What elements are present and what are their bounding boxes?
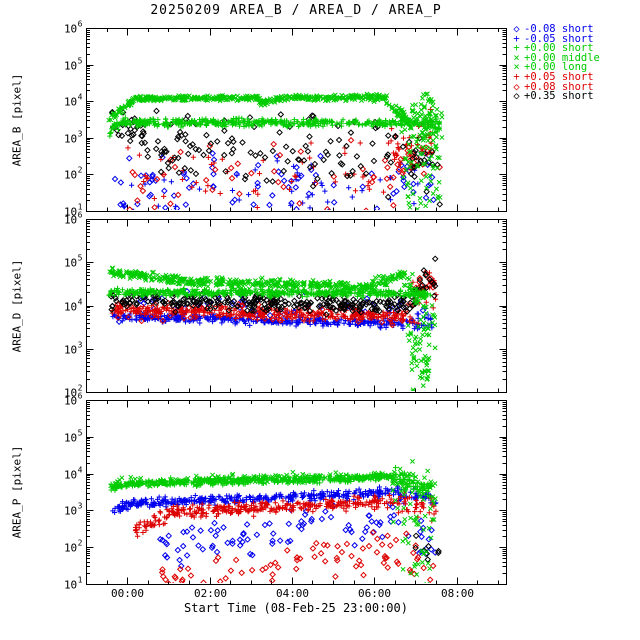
legend-entry: × +0.00 long: [510, 61, 600, 74]
plus-icon: +: [513, 42, 520, 55]
legend-entry: + +0.05 short: [510, 70, 600, 83]
legend-label: -0.08 short: [524, 23, 594, 35]
legend-label: +0.35 short: [524, 90, 594, 103]
diamond-icon: ◇: [513, 80, 520, 93]
legend-label: +0.00 middle: [524, 51, 600, 64]
legend-entry: + -0.05 short: [510, 32, 600, 45]
x-axis-label: Start Time (08-Feb-25 23:00:00): [184, 601, 408, 615]
y-axis-label-area-d: AREA_D [pixel]: [10, 259, 24, 353]
chart-title: 20250209 AREA_B / AREA_D / AREA_P: [150, 3, 442, 18]
plus-icon: +: [513, 70, 520, 83]
legend: ◇ -0.08 short + -0.05 short + +0.00 short × +0.…: [510, 23, 600, 103]
legend-label: +0.00 long: [524, 61, 588, 74]
diamond-icon: ◇: [513, 23, 520, 35]
legend-label: -0.05 short: [524, 32, 594, 45]
legend-entry: ◇ +0.35 short: [510, 90, 600, 103]
plus-icon: +: [513, 32, 520, 45]
y-axis-label-area-b: AREA_B [pixel]: [10, 73, 24, 167]
legend-entry: + +0.00 short: [510, 42, 600, 55]
y-axis-label-area-p: AREA_P [pixel]: [10, 445, 24, 539]
legend-label: +0.00 short: [524, 42, 594, 55]
legend-entry: × +0.00 middle: [510, 51, 600, 64]
legend-label: +0.08 short: [524, 80, 594, 93]
legend-entry: ◇ +0.08 short: [510, 80, 600, 93]
legend-label: +0.05 short: [524, 70, 594, 83]
cross-icon: ×: [513, 61, 520, 74]
diamond-icon: ◇: [513, 90, 520, 103]
cross-icon: ×: [513, 51, 520, 64]
legend-entry: ◇ -0.08 short: [510, 23, 600, 35]
